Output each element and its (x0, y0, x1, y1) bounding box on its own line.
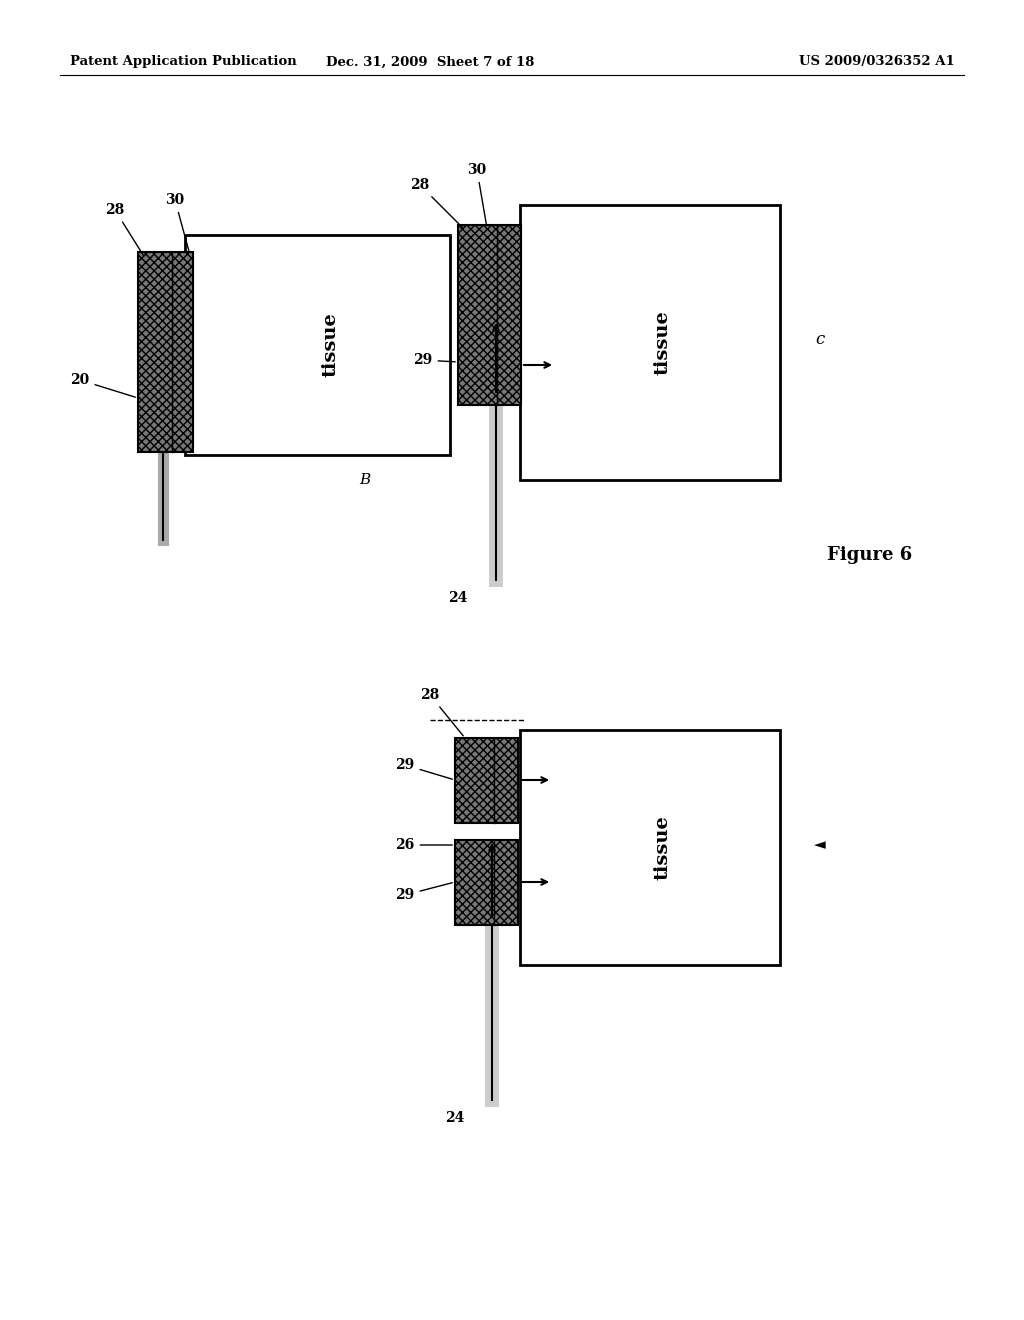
Text: tissue: tissue (654, 310, 672, 375)
Text: ◄: ◄ (814, 838, 826, 851)
Text: 28: 28 (421, 688, 463, 735)
Text: 30: 30 (165, 193, 189, 252)
Bar (185, 235, 450, 455)
Text: 29: 29 (414, 352, 456, 367)
Bar (520, 205, 780, 480)
Text: 24: 24 (449, 591, 468, 605)
Text: Dec. 31, 2009  Sheet 7 of 18: Dec. 31, 2009 Sheet 7 of 18 (326, 55, 535, 69)
Bar (455, 738, 518, 822)
Text: Figure 6: Figure 6 (827, 546, 912, 564)
Text: 24: 24 (445, 1111, 465, 1125)
Text: 29: 29 (395, 883, 453, 902)
Text: Patent Application Publication: Patent Application Publication (70, 55, 297, 69)
Text: 29: 29 (395, 758, 453, 779)
Text: 30: 30 (467, 162, 486, 226)
Text: tissue: tissue (654, 816, 672, 880)
Bar (138, 252, 193, 451)
Text: tissue: tissue (322, 313, 340, 378)
Text: c: c (815, 331, 824, 348)
Bar (455, 840, 518, 925)
Bar (458, 224, 521, 405)
Text: B: B (359, 473, 371, 487)
Text: 28: 28 (411, 178, 463, 228)
Bar (520, 730, 780, 965)
Text: 28: 28 (105, 203, 143, 256)
Text: 20: 20 (71, 374, 135, 397)
Text: US 2009/0326352 A1: US 2009/0326352 A1 (800, 55, 955, 69)
Text: 26: 26 (395, 838, 453, 851)
